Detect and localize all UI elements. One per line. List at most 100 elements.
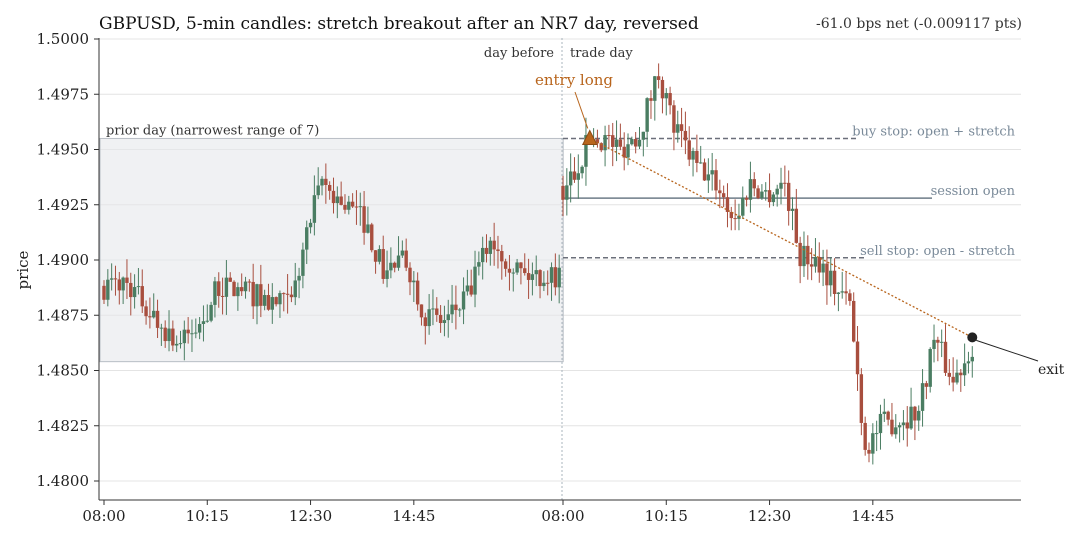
candle-body: [603, 135, 607, 151]
candle-body: [966, 361, 971, 364]
candle-body: [790, 208, 795, 211]
candle-body: [959, 372, 963, 376]
candle-body: [171, 328, 175, 346]
day-before-label: day before: [484, 46, 554, 61]
level-lines: day before trade day buy stop: open + stre…: [484, 38, 1016, 500]
candle-body: [167, 328, 171, 342]
candle-body: [829, 270, 833, 286]
candle-body: [438, 314, 443, 324]
candle-body: [339, 196, 343, 205]
y-tick-label: 1.4800: [37, 472, 90, 490]
candle-body: [412, 280, 416, 283]
candle-body: [649, 98, 653, 101]
level-label: session open: [931, 184, 1016, 199]
candle-body: [358, 206, 362, 208]
candle-body: [897, 425, 902, 428]
candle-body: [373, 250, 378, 262]
x-tick-label: 08:00: [541, 507, 584, 525]
candle-body: [236, 287, 240, 297]
candle-body: [232, 281, 236, 297]
candle-body: [836, 292, 841, 294]
candle-body: [220, 295, 225, 297]
candle-body: [825, 263, 829, 286]
candle-body: [725, 197, 730, 212]
y-tick-label: 1.4925: [37, 196, 90, 214]
candle-body: [890, 419, 894, 435]
candle-body: [932, 339, 936, 349]
level-label: sell stop: open - stretch: [860, 244, 1016, 259]
candle-body: [538, 270, 542, 287]
candle-body: [756, 188, 760, 199]
candle-body: [354, 206, 359, 208]
candle-body: [786, 182, 791, 211]
candle-body: [955, 372, 959, 383]
candle-body: [477, 262, 481, 267]
y-tick-label: 1.4900: [37, 251, 90, 269]
candle-body: [576, 173, 580, 180]
candle-body: [507, 268, 512, 273]
y-tick-label: 1.4875: [37, 306, 90, 324]
candle-body: [511, 272, 515, 274]
candle-body: [473, 266, 477, 295]
candle-body: [920, 383, 925, 411]
candle-body: [943, 341, 948, 373]
candle-body: [714, 170, 718, 191]
candle-body: [144, 306, 148, 317]
candle-body: [894, 427, 898, 435]
candle-body: [270, 297, 274, 310]
candle-body: [947, 372, 952, 377]
candle-body: [901, 422, 906, 426]
candle-body: [809, 264, 814, 267]
candle-body: [129, 282, 133, 298]
candle-body: [163, 327, 167, 342]
candle-body: [534, 270, 538, 275]
candle-body: [140, 286, 144, 307]
candle-body: [614, 139, 619, 147]
trade-day-label: trade day: [570, 46, 633, 61]
candle-body: [293, 280, 297, 298]
candle-body: [771, 194, 776, 203]
exit-marker: [967, 332, 978, 343]
candle-body: [679, 124, 684, 131]
candle-body: [622, 146, 626, 158]
candle-body: [886, 411, 890, 420]
candle-body: [408, 267, 412, 283]
candle-body: [917, 410, 921, 421]
candle-body: [817, 256, 821, 273]
candle-body: [106, 279, 110, 300]
x-tick-label: 14:45: [851, 507, 894, 525]
candle-body: [710, 170, 714, 175]
candle-body: [240, 287, 244, 292]
candle-body: [871, 433, 875, 454]
candle-body: [461, 291, 466, 310]
candle-body: [806, 245, 810, 265]
candle-body: [450, 304, 454, 315]
candle-body: [266, 295, 271, 310]
candle-body: [580, 166, 584, 174]
candle-body: [435, 308, 439, 315]
y-tick-label: 1.5000: [37, 30, 90, 48]
candle-body: [691, 150, 695, 160]
candle-body: [729, 211, 733, 219]
candle-body: [370, 224, 374, 251]
candle-body: [419, 304, 424, 318]
candle-body: [113, 278, 118, 280]
candle-body: [584, 135, 588, 167]
candle-body: [350, 201, 355, 207]
entry-label: entry long: [535, 71, 613, 89]
candle-body: [572, 171, 577, 180]
candle-body: [285, 293, 290, 295]
candle-body: [431, 308, 435, 310]
candle-body: [297, 275, 301, 281]
y-tick-label: 1.4825: [37, 417, 90, 435]
candle-body: [844, 291, 848, 294]
candle-body: [668, 93, 672, 106]
candle-body: [335, 196, 340, 204]
x-tick-label: 12:30: [289, 507, 332, 525]
candle-body: [939, 341, 944, 343]
entry-marker: [581, 129, 598, 145]
candle-body: [721, 193, 726, 198]
candle-body: [125, 277, 129, 283]
candle-body: [454, 304, 458, 311]
candle-body: [611, 135, 615, 147]
